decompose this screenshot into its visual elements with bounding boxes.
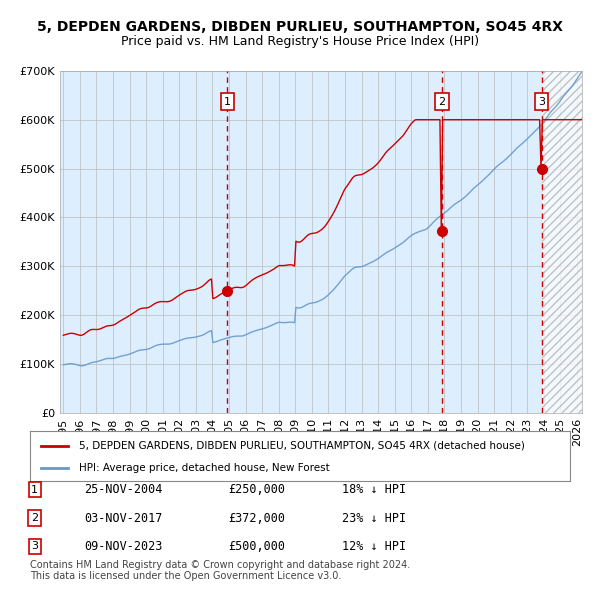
- Text: 23% ↓ HPI: 23% ↓ HPI: [342, 512, 406, 525]
- Text: Price paid vs. HM Land Registry's House Price Index (HPI): Price paid vs. HM Land Registry's House …: [121, 35, 479, 48]
- Text: £500,000: £500,000: [228, 540, 285, 553]
- Text: HPI: Average price, detached house, New Forest: HPI: Average price, detached house, New …: [79, 463, 329, 473]
- Text: Contains HM Land Registry data © Crown copyright and database right 2024.
This d: Contains HM Land Registry data © Crown c…: [30, 559, 410, 581]
- Text: 3: 3: [31, 542, 38, 551]
- Text: £372,000: £372,000: [228, 512, 285, 525]
- Text: 25-NOV-2004: 25-NOV-2004: [84, 483, 163, 496]
- Text: £250,000: £250,000: [228, 483, 285, 496]
- Text: 12% ↓ HPI: 12% ↓ HPI: [342, 540, 406, 553]
- Text: 2: 2: [31, 513, 38, 523]
- Text: 03-NOV-2017: 03-NOV-2017: [84, 512, 163, 525]
- Text: 5, DEPDEN GARDENS, DIBDEN PURLIEU, SOUTHAMPTON, SO45 4RX (detached house): 5, DEPDEN GARDENS, DIBDEN PURLIEU, SOUTH…: [79, 441, 524, 451]
- Text: 1: 1: [224, 97, 231, 107]
- Bar: [542, 71, 582, 413]
- Text: 2: 2: [438, 97, 445, 107]
- Text: 18% ↓ HPI: 18% ↓ HPI: [342, 483, 406, 496]
- Bar: [542, 71, 582, 413]
- Text: 09-NOV-2023: 09-NOV-2023: [84, 540, 163, 553]
- Text: 3: 3: [538, 97, 545, 107]
- Text: 5, DEPDEN GARDENS, DIBDEN PURLIEU, SOUTHAMPTON, SO45 4RX: 5, DEPDEN GARDENS, DIBDEN PURLIEU, SOUTH…: [37, 19, 563, 34]
- Text: 1: 1: [31, 485, 38, 494]
